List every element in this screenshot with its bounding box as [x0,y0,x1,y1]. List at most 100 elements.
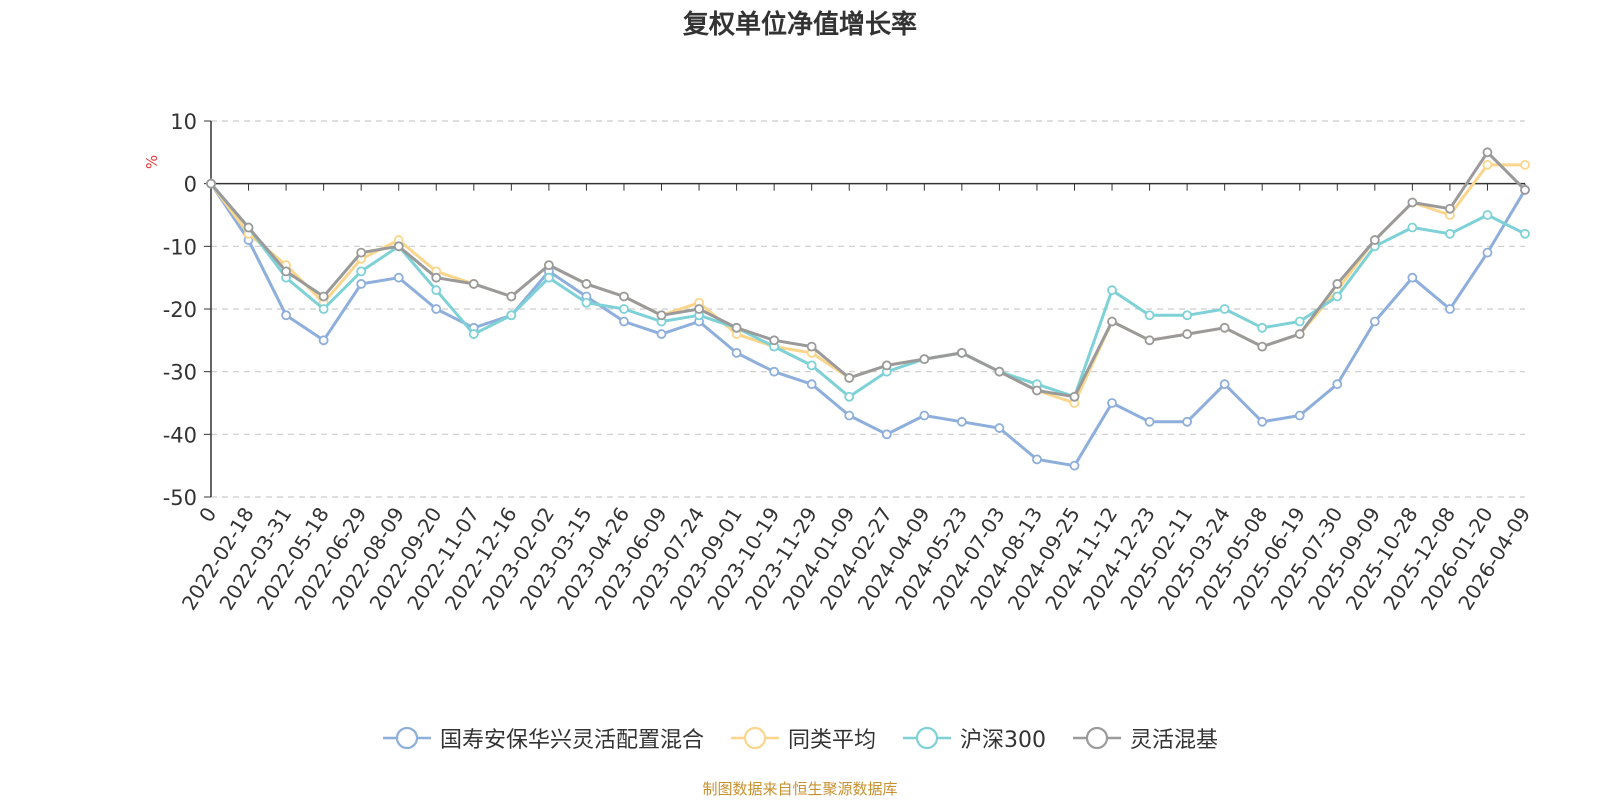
data-point [1407,272,1418,283]
y-tick-label: 10 [170,110,197,134]
data-point [1032,385,1042,396]
data-point [881,360,892,371]
data-point [806,360,817,371]
legend-marker-icon [1073,726,1121,750]
data-point [1144,416,1155,427]
y-tick-label: -10 [163,235,197,259]
data-point [1182,329,1193,339]
data-point [1482,159,1493,170]
data-point [1144,310,1155,321]
data-point [431,272,442,283]
legend-item[interactable]: 沪深300 [902,722,1046,754]
data-point [1407,222,1418,233]
data-point [1144,335,1155,346]
data-point [543,260,554,271]
data-point [844,373,855,383]
source-note: 制图数据来自恒生聚源数据库 [702,780,898,798]
data-point [731,322,742,333]
data-point [769,335,780,346]
data-point [1332,379,1343,390]
data-point [1257,416,1268,427]
data-point [318,335,329,346]
series-line-2 [209,182,1527,399]
data-point [994,423,1005,433]
data-point [356,247,367,258]
data-point [619,304,629,314]
data-point [1257,341,1268,352]
data-point [806,341,817,352]
data-point [581,297,592,308]
data-point [206,178,216,189]
data-point [1482,210,1493,220]
data-point [1520,159,1530,170]
data-point [919,410,930,421]
legend-label: 沪深300 [960,728,1046,753]
chart-legend: 国寿安保华兴灵活配置混合 同类平均 沪深300 灵活混基 [0,722,1600,754]
data-point [656,329,667,339]
legend-marker-icon [903,726,951,750]
data-point [619,291,629,302]
legend-item[interactable]: 同类平均 [730,722,876,754]
data-point [769,366,780,377]
data-point [1069,391,1080,402]
data-point [581,279,592,289]
y-tick-label: -50 [163,486,197,510]
data-point [1032,454,1042,465]
y-tick-label: -20 [163,298,197,322]
data-point [806,379,817,390]
data-point [543,272,554,283]
data-point [919,354,930,365]
data-point [1107,316,1117,327]
legend-label: 同类平均 [787,728,876,753]
data-point [506,310,517,321]
data-point [468,329,479,339]
data-point [1407,197,1418,208]
data-point [1332,291,1343,302]
data-point [431,285,442,296]
data-point [356,266,367,277]
data-point [1369,235,1380,245]
data-point [1332,279,1343,289]
data-point [1520,228,1530,239]
data-point [1482,247,1493,258]
legend-label: 灵活混基 [1130,728,1219,753]
x-tick-label: 0 [194,503,221,527]
data-point [1294,316,1305,327]
data-point [1294,329,1305,339]
data-point [1219,379,1230,390]
data-point [1520,185,1530,195]
y-tick-label: 0 [184,173,197,197]
data-point [881,429,892,440]
data-point [318,291,329,302]
series-line-0 [209,182,1527,468]
data-point [393,272,404,283]
data-point [1257,322,1268,333]
data-point [1482,147,1493,158]
legend-item[interactable]: 灵活混基 [1072,722,1218,754]
legend-marker-icon [382,726,431,750]
data-point [694,304,704,314]
data-point [1369,316,1380,327]
data-point [318,304,329,314]
series-line-3 [209,150,1527,399]
data-point [356,279,367,289]
data-point [844,391,855,402]
legend-marker-icon [730,726,779,750]
data-point [731,347,742,358]
legend-item[interactable]: 国寿安保华兴灵活配置混合 [382,722,704,754]
y-axis-label: % [143,155,161,169]
data-point [656,310,667,321]
data-point [1107,398,1117,408]
data-point [1219,322,1230,333]
data-point [619,316,629,327]
data-point [506,291,517,302]
chart-title: 复权单位净值增长率 [682,10,917,40]
data-point [243,222,254,233]
data-point [1219,304,1230,314]
data-point [431,304,442,314]
data-point [1182,416,1193,427]
data-point [468,279,479,289]
data-point [1445,203,1455,214]
data-point [844,410,855,421]
